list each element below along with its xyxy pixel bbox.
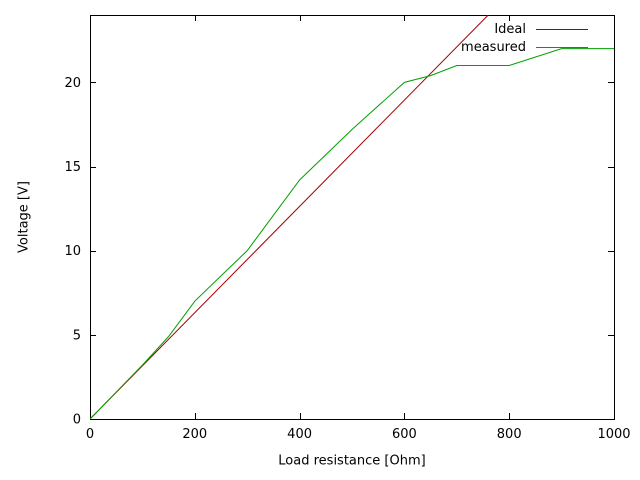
legend-entry-measured: measured [388,40,588,55]
legend-line-sample-ideal [536,29,588,30]
svg-text:0: 0 [86,427,94,442]
y-axis-title: Voltage [V] [16,181,32,253]
x-axis-title: Load resistance [Ohm] [278,453,426,469]
legend-label-ideal: Ideal [494,22,526,37]
plot-border [90,15,615,420]
svg-text:15: 15 [64,160,81,175]
svg-text:600: 600 [392,427,417,442]
svg-text:5: 5 [73,328,81,343]
svg-text:200: 200 [182,427,207,442]
legend-entry-ideal: Ideal [388,22,588,37]
svg-text:10: 10 [64,244,81,259]
legend-line-sample-measured [536,47,588,48]
axis-tick-labels: 0 200 400 600 800 1000 0 5 10 15 20 [64,76,630,442]
series-line-ideal [90,15,489,419]
series-line-measured [90,48,614,419]
svg-text:1000: 1000 [597,427,630,442]
svg-text:20: 20 [64,76,81,91]
svg-text:400: 400 [287,427,312,442]
axis-ticks [90,15,615,420]
svg-text:800: 800 [497,427,522,442]
svg-text:0: 0 [73,413,81,428]
legend: Ideal measured [388,22,588,55]
legend-label-measured: measured [461,40,526,55]
